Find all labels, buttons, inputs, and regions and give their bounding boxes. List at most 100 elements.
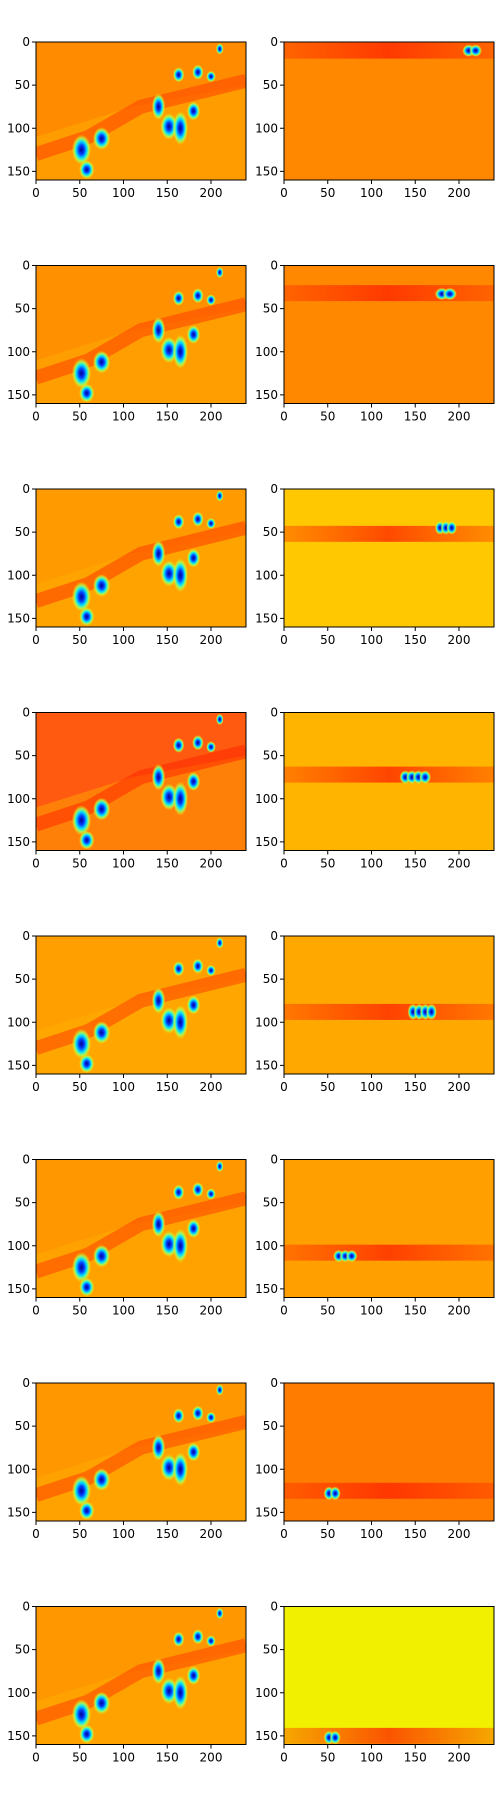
activation-blob — [187, 772, 200, 791]
x-tick-label: 150 — [156, 186, 179, 200]
activation-blob — [206, 294, 216, 305]
activation-blob — [216, 43, 224, 54]
y-tick-label: 100 — [7, 1015, 30, 1029]
x-tick-label: 0 — [280, 1751, 288, 1765]
activation-blob — [206, 1635, 216, 1646]
y-tick-label: 0 — [22, 1153, 30, 1167]
activation-blob — [206, 741, 216, 752]
activation-blob — [187, 996, 200, 1015]
x-tick-label: 50 — [72, 410, 87, 424]
activation-blob — [216, 937, 224, 948]
x-tick-label: 0 — [32, 1080, 40, 1094]
activation-blob — [79, 160, 94, 179]
activation-blob — [152, 764, 165, 791]
x-tick-label: 100 — [360, 1080, 383, 1094]
x-tick-label: 200 — [448, 410, 471, 424]
activation-blob — [192, 959, 204, 974]
x-tick-label: 200 — [448, 1527, 471, 1541]
y-tick-label: 50 — [263, 972, 278, 986]
heatmap-image — [284, 266, 494, 404]
activation-blob — [79, 831, 94, 850]
x-tick-label: 150 — [404, 857, 427, 871]
activation-blob — [79, 384, 94, 403]
x-tick-label: 50 — [72, 1080, 87, 1094]
y-tick-label: 50 — [15, 1643, 30, 1657]
y-tick-label: 0 — [22, 259, 30, 273]
y-tick-label: 0 — [270, 1376, 278, 1390]
y-tick-label: 50 — [263, 749, 278, 763]
x-tick-label: 200 — [200, 1080, 223, 1094]
activation-blob — [152, 1211, 165, 1238]
x-tick-label: 50 — [320, 1080, 335, 1094]
heatmap-panel-r5-c0: 0 50 100 150 200050100150 — [7, 1153, 246, 1318]
x-tick-label: 50 — [320, 633, 335, 647]
activation-blob — [79, 1278, 94, 1297]
x-tick-label: 100 — [112, 633, 135, 647]
x-tick-label: 50 — [320, 410, 335, 424]
y-tick-label: 150 — [7, 164, 30, 178]
x-tick-label: 100 — [360, 1304, 383, 1318]
y-tick-label: 50 — [15, 525, 30, 539]
heatmap-image — [36, 1607, 246, 1745]
activation-band — [284, 1728, 494, 1744]
x-tick-label: 150 — [156, 410, 179, 424]
y-tick-label: 150 — [7, 388, 30, 402]
activation-blob — [330, 1731, 341, 1745]
x-tick-label: 50 — [72, 186, 87, 200]
activation-blob — [152, 93, 165, 120]
x-tick-label: 200 — [200, 857, 223, 871]
x-tick-label: 100 — [360, 857, 383, 871]
y-tick-label: 0 — [22, 706, 30, 720]
activation-blob — [152, 540, 165, 567]
x-tick-label: 100 — [360, 633, 383, 647]
x-tick-label: 150 — [156, 1751, 179, 1765]
activation-band — [284, 526, 494, 542]
activation-blob — [93, 1021, 110, 1044]
y-tick-label: 100 — [255, 1239, 278, 1253]
y-tick-label: 150 — [255, 611, 278, 625]
y-tick-label: 150 — [255, 1058, 278, 1072]
heatmap-background — [284, 42, 494, 180]
x-tick-label: 150 — [156, 1527, 179, 1541]
x-tick-label: 200 — [200, 1527, 223, 1541]
heatmap-image — [284, 1607, 494, 1745]
y-tick-label: 150 — [255, 1282, 278, 1296]
y-tick-label: 100 — [255, 1462, 278, 1476]
x-tick-label: 100 — [112, 857, 135, 871]
y-tick-label: 150 — [255, 164, 278, 178]
heatmap-background — [284, 1607, 494, 1745]
heatmap-panel-r4-c0: 0 50 100 150 200 0 50 100 150 — [7, 929, 246, 1094]
x-tick-label: 150 — [404, 633, 427, 647]
y-tick-label: 100 — [255, 345, 278, 359]
heatmap-panel-r2-c1: 0 50 100 150 200050100150 — [255, 482, 494, 647]
x-tick-label: 0 — [32, 1751, 40, 1765]
activation-band — [284, 1004, 494, 1020]
x-tick-label: 200 — [448, 857, 471, 871]
heatmap-image — [36, 489, 246, 627]
y-tick-label: 100 — [7, 1239, 30, 1253]
x-tick-label: 0 — [32, 1527, 40, 1541]
x-tick-label: 0 — [280, 1080, 288, 1094]
heatmap-image — [284, 1160, 494, 1298]
y-tick-label: 0 — [270, 35, 278, 49]
activation-blob — [187, 102, 200, 121]
activation-blob — [187, 325, 200, 344]
x-tick-label: 0 — [280, 410, 288, 424]
x-tick-label: 50 — [320, 186, 335, 200]
activation-blob — [187, 549, 200, 568]
y-tick-label: 100 — [7, 568, 30, 582]
activation-blob — [79, 1054, 94, 1073]
activation-blob — [93, 798, 110, 821]
y-tick-label: 100 — [7, 345, 30, 359]
activation-blob — [173, 1005, 188, 1039]
activation-blob — [346, 1250, 358, 1262]
activation-band — [284, 1245, 494, 1261]
heatmap-panel-r6-c1: 0 50 100 150 200050100150 — [255, 1376, 494, 1541]
x-tick-label: 100 — [112, 1527, 135, 1541]
activation-band — [284, 285, 494, 301]
x-tick-label: 150 — [156, 1080, 179, 1094]
x-tick-label: 150 — [156, 1304, 179, 1318]
x-tick-label: 50 — [320, 857, 335, 871]
y-tick-label: 50 — [15, 749, 30, 763]
